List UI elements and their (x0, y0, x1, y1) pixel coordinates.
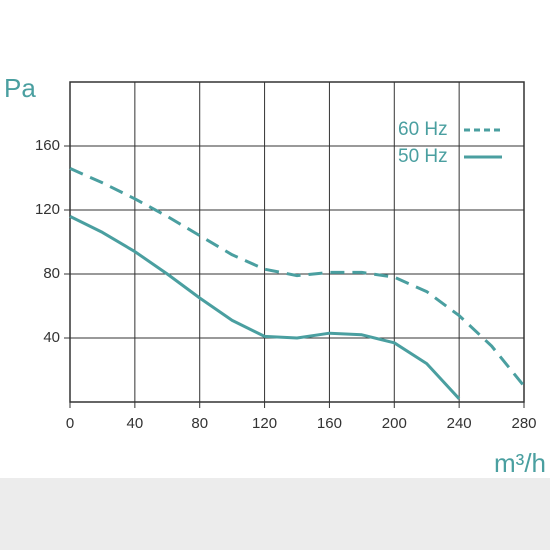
legend-label: 60 Hz (398, 119, 448, 140)
x-tick-label: 120 (252, 415, 277, 432)
footer-band (0, 478, 550, 550)
y-tick-label: 160 (35, 137, 60, 154)
y-tick-label: 80 (43, 265, 60, 282)
y-tick-label: 120 (35, 201, 60, 218)
series-line (69, 215, 461, 400)
legend-label: 50 Hz (398, 146, 448, 167)
x-tick-label: 240 (447, 415, 472, 432)
y-tick-label: 40 (43, 329, 60, 346)
x-tick-label: 40 (127, 415, 144, 432)
x-tick-label: 160 (317, 415, 342, 432)
y-axis-label: Pa (4, 73, 36, 103)
x-tick-label: 200 (382, 415, 407, 432)
plot-area (69, 81, 525, 403)
series-line (69, 167, 526, 387)
x-tick-label: 80 (191, 415, 208, 432)
x-tick-label: 280 (511, 415, 536, 432)
x-axis-label: m³/h (494, 448, 546, 478)
x-tick-label: 0 (66, 415, 74, 432)
